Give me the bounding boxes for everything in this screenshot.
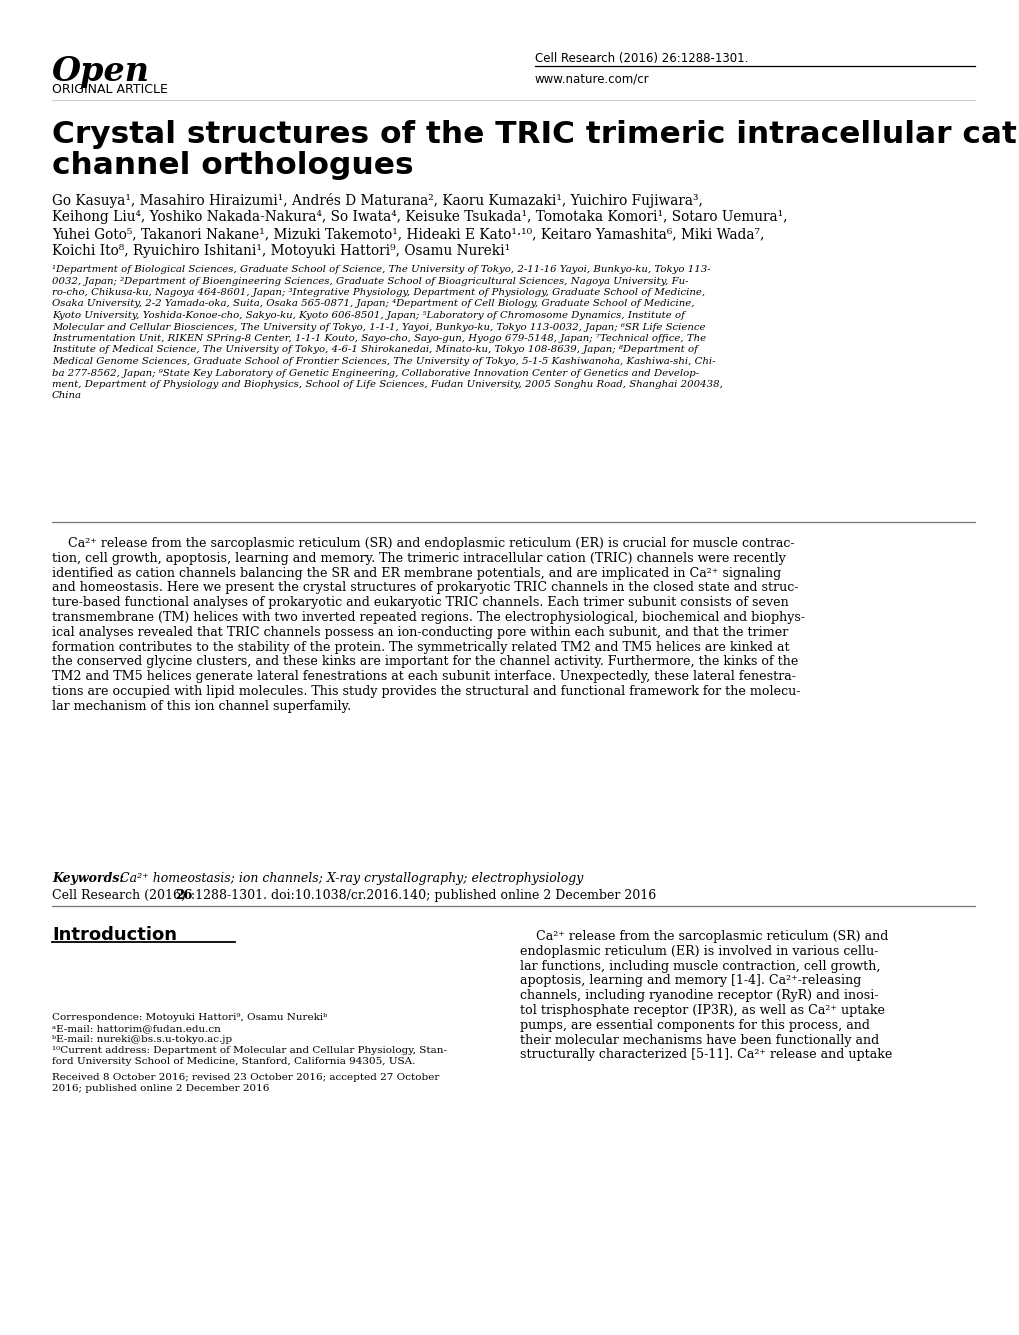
Text: ¹Department of Biological Sciences, Graduate School of Science, The University o: ¹Department of Biological Sciences, Grad… (52, 266, 710, 274)
Text: Keywords:: Keywords: (52, 872, 124, 885)
Text: ORIGINAL ARTICLE: ORIGINAL ARTICLE (52, 83, 168, 96)
Text: Open: Open (52, 55, 150, 88)
Text: the conserved glycine clusters, and these kinks are important for the channel ac: the conserved glycine clusters, and thes… (52, 655, 798, 669)
Text: www.nature.com/cr: www.nature.com/cr (535, 72, 649, 85)
Text: :1288-1301. doi:10.1038/cr.2016.140; published online 2 December 2016: :1288-1301. doi:10.1038/cr.2016.140; pub… (191, 889, 655, 902)
Text: 2016; published online 2 December 2016: 2016; published online 2 December 2016 (52, 1084, 269, 1093)
Text: Introduction: Introduction (52, 926, 177, 944)
Text: Cell Research (2016): Cell Research (2016) (52, 889, 190, 902)
Text: ᵃE-mail: hattorim@fudan.edu.cn: ᵃE-mail: hattorim@fudan.edu.cn (52, 1024, 221, 1033)
Text: Go Kasuya¹, Masahiro Hiraizumi¹, Andrés D Maturana², Kaoru Kumazaki¹, Yuichiro F: Go Kasuya¹, Masahiro Hiraizumi¹, Andrés … (52, 194, 702, 208)
Text: Keihong Liu⁴, Yoshiko Nakada-Nakura⁴, So Iwata⁴, Keisuke Tsukada¹, Tomotaka Komo: Keihong Liu⁴, Yoshiko Nakada-Nakura⁴, So… (52, 210, 787, 224)
Text: ro-cho, Chikusa-ku, Nagoya 464-8601, Japan; ³Integrative Physiology, Department : ro-cho, Chikusa-ku, Nagoya 464-8601, Jap… (52, 288, 704, 296)
Text: channel orthologues: channel orthologues (52, 151, 414, 180)
Text: Ca²⁺ release from the sarcoplasmic reticulum (SR) and: Ca²⁺ release from the sarcoplasmic retic… (520, 930, 888, 943)
Text: TM2 and TM5 helices generate lateral fenestrations at each subunit interface. Un: TM2 and TM5 helices generate lateral fen… (52, 670, 795, 684)
Text: ical analyses revealed that TRIC channels possess an ion-conducting pore within : ical analyses revealed that TRIC channel… (52, 626, 788, 639)
Text: Koichi Ito⁸, Ryuichiro Ishitani¹, Motoyuki Hattori⁹, Osamu Nureki¹: Koichi Ito⁸, Ryuichiro Ishitani¹, Motoyu… (52, 244, 510, 258)
Text: Instrumentation Unit, RIKEN SPring-8 Center, 1-1-1 Kouto, Sayo-cho, Sayo-gun, Hy: Instrumentation Unit, RIKEN SPring-8 Cen… (52, 334, 705, 343)
Text: ¹⁰Current address: Department of Molecular and Cellular Physiology, Stan-: ¹⁰Current address: Department of Molecul… (52, 1047, 446, 1055)
Text: Kyoto University, Yoshida-Konoe-cho, Sakyo-ku, Kyoto 606-8501, Japan; ⁵Laborator: Kyoto University, Yoshida-Konoe-cho, Sak… (52, 311, 684, 320)
Text: tol trisphosphate receptor (IP3R), as well as Ca²⁺ uptake: tol trisphosphate receptor (IP3R), as we… (520, 1004, 884, 1017)
Text: Ca²⁺ release from the sarcoplasmic reticulum (SR) and endoplasmic reticulum (ER): Ca²⁺ release from the sarcoplasmic retic… (52, 537, 794, 550)
Text: ᵇE-mail: nureki@bs.s.u-tokyo.ac.jp: ᵇE-mail: nureki@bs.s.u-tokyo.ac.jp (52, 1035, 232, 1044)
Text: Cell Research (2016) 26:1288-1301.: Cell Research (2016) 26:1288-1301. (535, 52, 748, 65)
Text: transmembrane (TM) helices with two inverted repeated regions. The electrophysio: transmembrane (TM) helices with two inve… (52, 611, 804, 623)
Text: Institute of Medical Science, The University of Tokyo, 4-6-1 Shirokanedai, Minat: Institute of Medical Science, The Univer… (52, 346, 697, 355)
Text: structurally characterized [5-11]. Ca²⁺ release and uptake: structurally characterized [5-11]. Ca²⁺ … (520, 1048, 892, 1061)
Text: identified as cation channels balancing the SR and ER membrane potentials, and a: identified as cation channels balancing … (52, 566, 781, 579)
Text: lar mechanism of this ion channel superfamily.: lar mechanism of this ion channel superf… (52, 700, 351, 713)
Text: tions are occupied with lipid molecules. This study provides the structural and : tions are occupied with lipid molecules.… (52, 685, 800, 698)
Text: tion, cell growth, apoptosis, learning and memory. The trimeric intracellular ca: tion, cell growth, apoptosis, learning a… (52, 551, 785, 565)
Text: China: China (52, 391, 82, 400)
Text: endoplasmic reticulum (ER) is involved in various cellu-: endoplasmic reticulum (ER) is involved i… (520, 945, 877, 957)
Text: their molecular mechanisms have been functionally and: their molecular mechanisms have been fun… (520, 1033, 878, 1047)
Text: ba 277-8562, Japan; ⁹State Key Laboratory of Genetic Engineering, Collaborative : ba 277-8562, Japan; ⁹State Key Laborator… (52, 368, 698, 378)
Text: formation contributes to the stability of the protein. The symmetrically related: formation contributes to the stability o… (52, 641, 789, 654)
Text: 0032, Japan; ²Department of Bioengineering Sciences, Graduate School of Bioagric: 0032, Japan; ²Department of Bioengineeri… (52, 276, 688, 286)
Text: apoptosis, learning and memory [1-4]. Ca²⁺-releasing: apoptosis, learning and memory [1-4]. Ca… (520, 975, 860, 988)
Text: and homeostasis. Here we present the crystal structures of prokaryotic TRIC chan: and homeostasis. Here we present the cry… (52, 582, 798, 594)
Text: ture-based functional analyses of prokaryotic and eukaryotic TRIC channels. Each: ture-based functional analyses of prokar… (52, 597, 788, 609)
Text: Medical Genome Sciences, Graduate School of Frontier Sciences, The University of: Medical Genome Sciences, Graduate School… (52, 356, 714, 366)
Text: Yuhei Goto⁵, Takanori Nakane¹, Mizuki Takemoto¹, Hideaki E Kato¹·¹⁰, Keitaro Yam: Yuhei Goto⁵, Takanori Nakane¹, Mizuki Ta… (52, 227, 763, 242)
Text: Ca²⁺ homeostasis; ion channels; X-ray crystallography; electrophysiology: Ca²⁺ homeostasis; ion channels; X-ray cr… (116, 872, 583, 885)
Text: channels, including ryanodine receptor (RyR) and inosi-: channels, including ryanodine receptor (… (520, 989, 877, 1003)
Text: Received 8 October 2016; revised 23 October 2016; accepted 27 October: Received 8 October 2016; revised 23 Octo… (52, 1073, 439, 1081)
Text: pumps, are essential components for this process, and: pumps, are essential components for this… (520, 1019, 869, 1032)
Text: lar functions, including muscle contraction, cell growth,: lar functions, including muscle contract… (520, 960, 879, 973)
Text: Molecular and Cellular Biosciences, The University of Tokyo, 1-1-1, Yayoi, Bunky: Molecular and Cellular Biosciences, The … (52, 323, 705, 331)
Text: ford University School of Medicine, Stanford, California 94305, USA.: ford University School of Medicine, Stan… (52, 1057, 415, 1067)
Text: Crystal structures of the TRIC trimeric intracellular cation: Crystal structures of the TRIC trimeric … (52, 120, 1019, 150)
Text: Correspondence: Motoyuki Hattori⁹, Osamu Nurekiᵇ: Correspondence: Motoyuki Hattori⁹, Osamu… (52, 1013, 327, 1023)
Text: Osaka University, 2-2 Yamada-oka, Suita, Osaka 565-0871, Japan; ⁴Department of C: Osaka University, 2-2 Yamada-oka, Suita,… (52, 299, 694, 308)
Text: ment, Department of Physiology and Biophysics, School of Life Sciences, Fudan Un: ment, Department of Physiology and Bioph… (52, 380, 722, 388)
Text: 26: 26 (175, 889, 193, 902)
